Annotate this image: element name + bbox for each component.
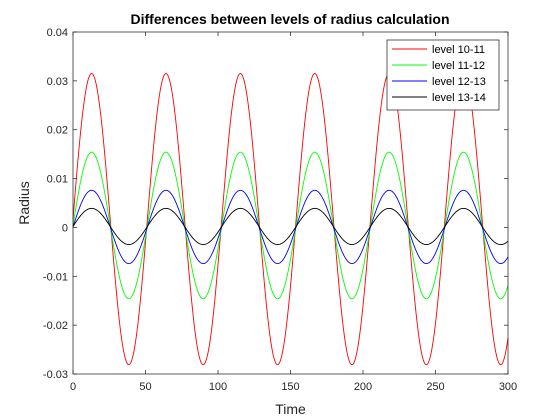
legend-entry-4: level 13-14	[432, 92, 486, 104]
legend-entry-1: level 10-11	[432, 44, 485, 56]
y-tick-label: 0.02	[47, 125, 68, 137]
x-tick-label: 200	[354, 381, 372, 393]
x-tick-label: 50	[139, 381, 151, 393]
series-line-4	[72, 207, 509, 245]
legend-box	[386, 39, 500, 111]
x-tick-label: 250	[426, 381, 444, 393]
y-tick-label: 0.03	[47, 76, 68, 88]
y-tick-label: 0	[62, 222, 68, 234]
legend-entry-2: level 11-12	[432, 60, 485, 72]
y-tick-label: -0.03	[43, 369, 68, 381]
series-line-3	[72, 189, 509, 265]
x-tick-label: 0	[70, 381, 76, 393]
series-line-2	[72, 151, 509, 300]
chart-title: Differences between levels of radius cal…	[131, 11, 450, 27]
axes: 0 50 100 150 200 250 300 -0.03 -0.02 -0.01 0 0.01 0.…	[43, 27, 517, 393]
legend: level 10-11 level 11-12 level 12-13 level 1…	[386, 39, 500, 111]
x-tick-label: 100	[209, 381, 227, 393]
x-axis-label: Time	[275, 401, 306, 417]
y-tick-label: 0.04	[47, 27, 68, 39]
y-tick-label: 0.01	[47, 174, 68, 186]
y-axis-label: Radius	[16, 181, 32, 225]
legend-entry-3: level 12-13	[432, 76, 486, 88]
y-tick-label: -0.02	[43, 320, 68, 332]
series-line-1	[72, 73, 509, 366]
y-tick-label: -0.01	[43, 271, 68, 283]
series-layer	[72, 73, 509, 366]
x-tick-label: 150	[281, 381, 299, 393]
x-tick-label: 300	[499, 381, 517, 393]
